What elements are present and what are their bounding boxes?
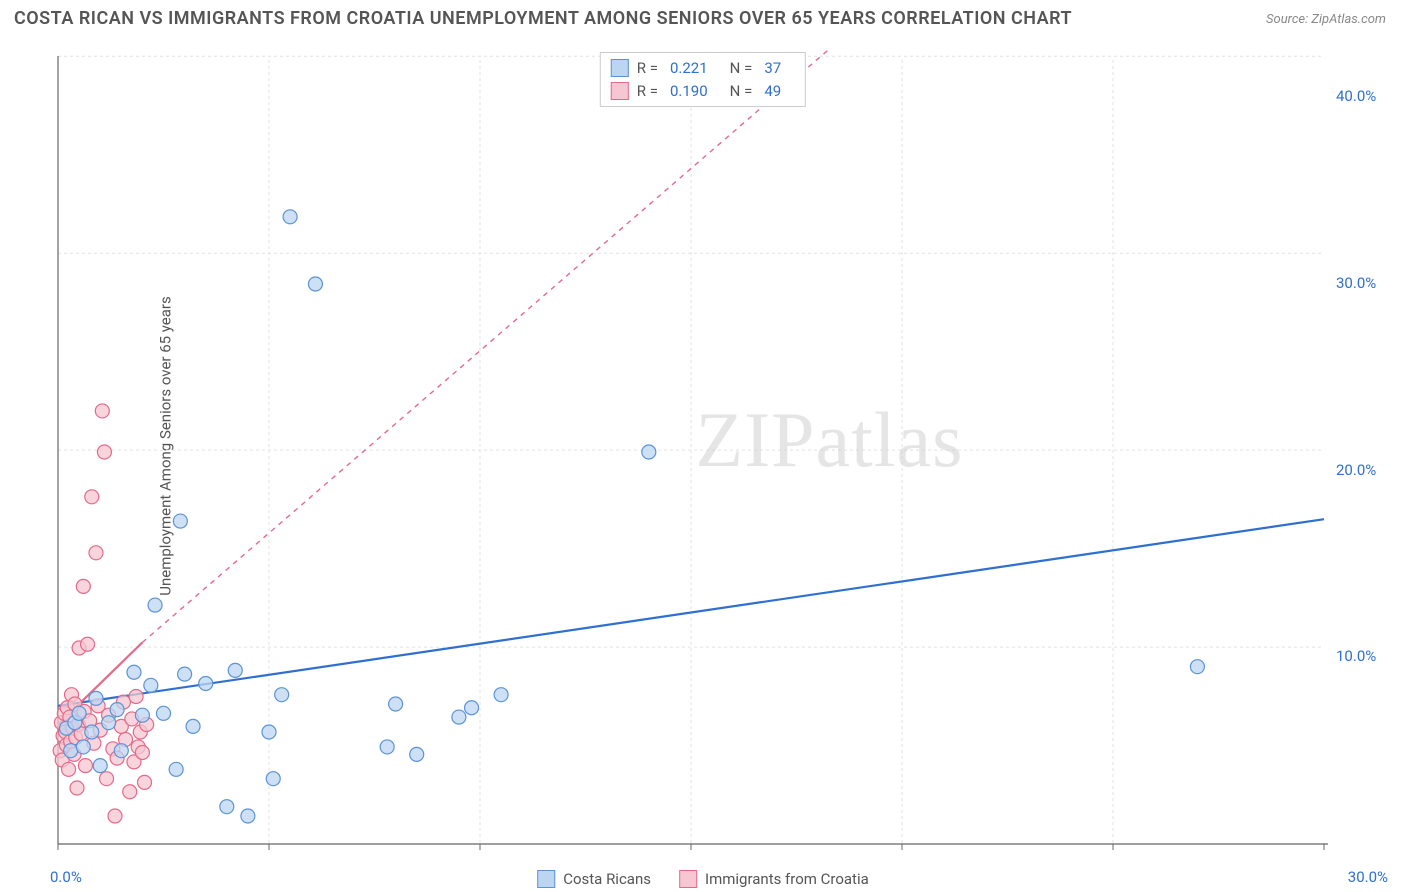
scatter-chart: ZIPatlas bbox=[50, 50, 1394, 862]
n-label: N = bbox=[730, 80, 753, 103]
swatch-costa-ricans bbox=[537, 870, 555, 888]
series-label: Costa Ricans bbox=[563, 870, 651, 888]
swatch-croatia bbox=[611, 82, 629, 100]
series-legend: Costa Ricans Immigrants from Croatia bbox=[537, 870, 869, 888]
n-value-costa-ricans: 37 bbox=[764, 57, 781, 80]
correlation-legend: R = 0.221 N = 37 R = 0.190 N = 49 bbox=[600, 52, 806, 107]
n-label: N = bbox=[730, 57, 753, 80]
legend-row-croatia: R = 0.190 N = 49 bbox=[611, 80, 795, 103]
r-label: R = bbox=[637, 57, 658, 80]
y-tick-10: 10.0% bbox=[1336, 647, 1376, 665]
source-attribution: Source: ZipAtlas.com bbox=[1266, 12, 1386, 27]
x-tick-30: 30.0% bbox=[1348, 868, 1388, 886]
r-value-croatia: 0.190 bbox=[670, 80, 708, 103]
chart-canvas bbox=[50, 50, 1394, 862]
series-label: Immigrants from Croatia bbox=[705, 870, 869, 888]
r-value-costa-ricans: 0.221 bbox=[670, 57, 708, 80]
x-tick-0: 0.0% bbox=[50, 868, 82, 886]
swatch-costa-ricans bbox=[611, 59, 629, 77]
legend-row-costa-ricans: R = 0.221 N = 37 bbox=[611, 57, 795, 80]
n-value-croatia: 49 bbox=[764, 80, 781, 103]
r-label: R = bbox=[637, 80, 658, 103]
y-tick-30: 30.0% bbox=[1336, 274, 1376, 292]
swatch-croatia bbox=[679, 870, 697, 888]
legend-item-croatia: Immigrants from Croatia bbox=[679, 870, 869, 888]
legend-item-costa-ricans: Costa Ricans bbox=[537, 870, 651, 888]
y-tick-40: 40.0% bbox=[1336, 87, 1376, 105]
page-title: COSTA RICAN VS IMMIGRANTS FROM CROATIA U… bbox=[14, 8, 1072, 29]
y-tick-20: 20.0% bbox=[1336, 461, 1376, 479]
